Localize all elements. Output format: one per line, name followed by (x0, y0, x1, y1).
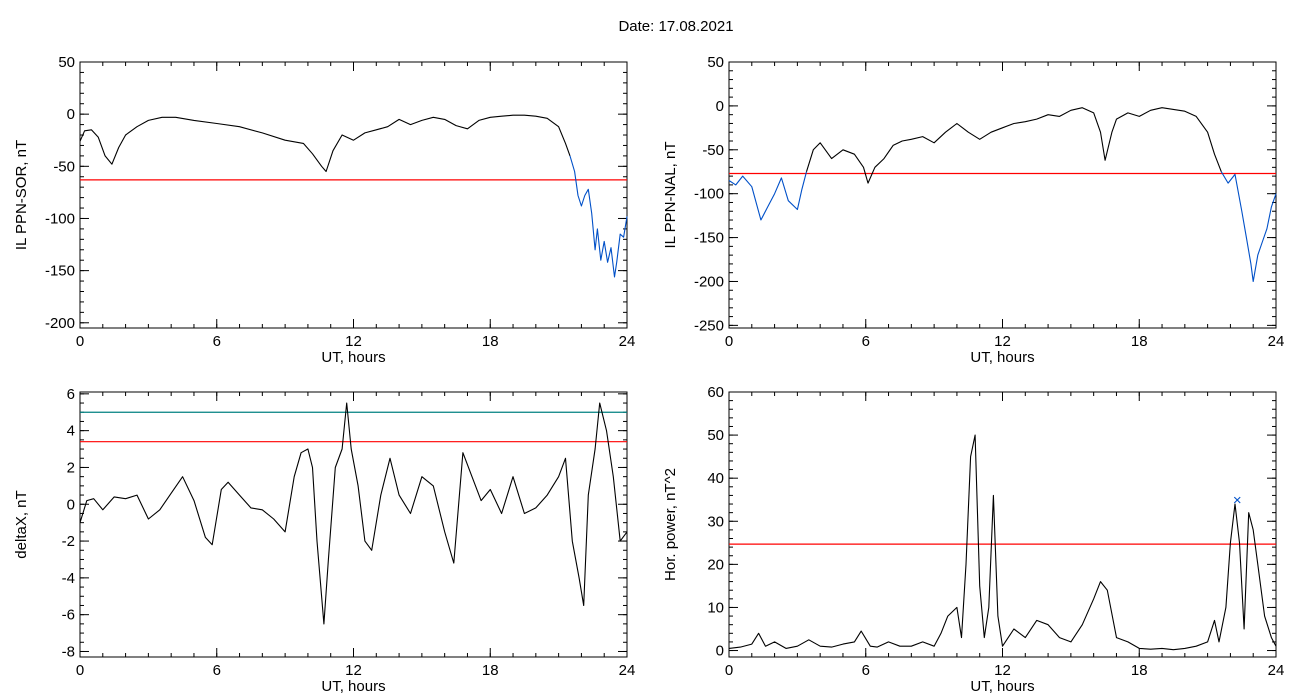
series-line-2 (569, 155, 628, 278)
y-tick-label: -100 (694, 186, 724, 203)
plot-frame (79, 61, 628, 329)
series-line-1 (79, 402, 628, 625)
y-tick-label: 0 (67, 106, 75, 123)
x-tick-label: 12 (994, 333, 1011, 350)
x-tick-label: 12 (994, 662, 1011, 679)
x-tick-label: 24 (619, 333, 636, 350)
series-line-3 (1220, 171, 1277, 283)
x-tick-label: 18 (482, 662, 499, 679)
x-tick-label: 12 (345, 662, 362, 679)
y-tick-label: -250 (694, 317, 724, 334)
figure-title: Date: 17.08.2021 (618, 18, 734, 35)
y-tick-label: 50 (707, 54, 724, 71)
x-tick-label: 6 (213, 333, 221, 350)
x-tick-label: 0 (76, 333, 84, 350)
y-tick-label: 50 (58, 54, 75, 71)
chart-panel-2: 0 6 12 18 24 50 0 -50 -100 -150 -200 -250 UT, hours I… (662, 54, 1284, 366)
y-axis-label: IL PPN-SOR, nT (13, 140, 30, 250)
y-tick-label: 30 (707, 513, 724, 530)
y-tick-label: 4 (67, 423, 75, 440)
y-tick-label: -150 (694, 230, 724, 247)
series-line-1 (728, 434, 1277, 651)
x-tick-label: 0 (725, 333, 733, 350)
peak-marker: × (1233, 492, 1242, 509)
y-tick-label: 0 (67, 496, 75, 513)
plot-frame (79, 391, 628, 658)
x-tick-label: 6 (213, 662, 221, 679)
y-tick-label: -50 (702, 142, 724, 159)
x-tick-label: 18 (1131, 333, 1148, 350)
y-tick-label: -8 (62, 643, 75, 660)
x-tick-label: 12 (345, 333, 362, 350)
y-tick-label: 6 (67, 386, 75, 403)
x-axis-label: UT, hours (970, 678, 1034, 695)
x-tick-label: 18 (482, 333, 499, 350)
x-tick-label: 6 (862, 662, 870, 679)
x-axis-label: UT, hours (321, 349, 385, 366)
plot-frame (728, 391, 1277, 658)
y-tick-label: 60 (707, 384, 724, 401)
y-tick-label: -150 (45, 263, 75, 280)
y-tick-label: 0 (716, 98, 724, 115)
y-tick-label: 50 (707, 427, 724, 444)
y-tick-label: 20 (707, 556, 724, 573)
series-line-1 (728, 171, 808, 221)
y-tick-label: -200 (694, 273, 724, 290)
y-axis-label: deltaX, nT (13, 490, 30, 558)
x-tick-label: 6 (862, 333, 870, 350)
y-tick-label: -100 (45, 210, 75, 227)
y-tick-label: -4 (62, 570, 75, 587)
x-axis-label: UT, hours (321, 678, 385, 695)
y-axis-label: IL PPN-NAL, nT (662, 142, 679, 249)
y-tick-label: -6 (62, 607, 75, 624)
chart-panel-3: 0 6 12 18 24 6 4 2 0 -2 -4 -6 -8 UT, hours deltaX, nT (13, 386, 635, 695)
x-axis-label: UT, hours (970, 349, 1034, 366)
y-tick-label: 0 (716, 643, 724, 660)
x-tick-label: 18 (1131, 662, 1148, 679)
x-tick-label: 0 (725, 662, 733, 679)
series-line-1 (79, 114, 571, 173)
y-tick-label: 40 (707, 470, 724, 487)
x-tick-label: 24 (1268, 662, 1285, 679)
series-line-2 (805, 107, 1222, 184)
chart-panel-1: 0 6 12 18 24 50 0 -50 -100 -150 -200 UT, hours IL PP… (13, 54, 635, 366)
y-tick-label: 10 (707, 599, 724, 616)
y-axis-label: Hor. power, nT^2 (662, 468, 679, 581)
plot-frame (728, 61, 1277, 329)
y-tick-label: -200 (45, 315, 75, 332)
y-tick-label: -50 (53, 158, 75, 175)
y-tick-label: -2 (62, 533, 75, 550)
x-tick-label: 24 (1268, 333, 1285, 350)
x-tick-label: 24 (619, 662, 636, 679)
chart-panel-4: 0 6 12 18 24 60 50 40 30 20 10 0 UT, hours Hor. power… (662, 384, 1284, 695)
y-tick-label: 2 (67, 459, 75, 476)
x-tick-label: 0 (76, 662, 84, 679)
